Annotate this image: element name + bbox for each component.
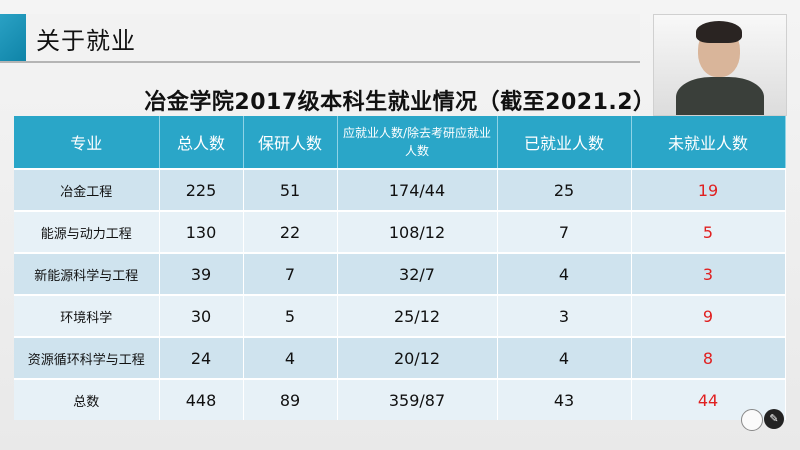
table-row: 能源与动力工程 130 22 108/12 7 5	[14, 210, 786, 253]
cell-unemployed: 9	[631, 294, 786, 337]
employment-table: 专业 总人数 保研人数 应就业人数/除去考研应就业人数 已就业人数 未就业人数 …	[14, 116, 786, 420]
cell-employed: 43	[497, 378, 632, 420]
cell-unemployed: 19	[631, 168, 786, 211]
cell-should-employ: 108/12	[337, 210, 498, 253]
table-row: 冶金工程 225 51 174/44 25 19	[14, 168, 786, 211]
title-divider	[0, 61, 640, 63]
cell-postgrad: 7	[243, 252, 338, 295]
cell-major: 新能源科学与工程	[14, 252, 160, 295]
header-total: 总人数	[159, 116, 244, 169]
table-row: 环境科学 30 5 25/12 3 9	[14, 294, 786, 337]
table-row: 新能源科学与工程 39 7 32/7 4 3	[14, 252, 786, 295]
cell-unemployed: 44	[631, 378, 786, 420]
cell-major: 总数	[14, 378, 160, 420]
cell-total: 130	[159, 210, 244, 253]
presenter-webcam[interactable]	[653, 14, 787, 116]
cell-postgrad: 51	[243, 168, 338, 211]
cell-total: 30	[159, 294, 244, 337]
cell-employed: 25	[497, 168, 632, 211]
header-employed: 已就业人数	[497, 116, 632, 169]
cell-unemployed: 8	[631, 336, 786, 379]
cell-major: 冶金工程	[14, 168, 160, 211]
section-title-bar: 关于就业	[0, 14, 640, 63]
title-accent-block	[0, 14, 26, 61]
presenter-body	[676, 77, 764, 115]
header-should-employ: 应就业人数/除去考研应就业人数	[337, 116, 498, 169]
cell-total: 225	[159, 168, 244, 211]
cell-total: 39	[159, 252, 244, 295]
header-postgrad: 保研人数	[243, 116, 338, 169]
cell-major: 环境科学	[14, 294, 160, 337]
table-header-row: 专业 总人数 保研人数 应就业人数/除去考研应就业人数 已就业人数 未就业人数	[14, 116, 786, 169]
cell-employed: 3	[497, 294, 632, 337]
cell-employed: 7	[497, 210, 632, 253]
cell-major: 资源循环科学与工程	[14, 336, 160, 379]
presenter-hair	[696, 21, 742, 43]
cell-total: 448	[159, 378, 244, 420]
cell-should-employ: 174/44	[337, 168, 498, 211]
header-unemployed: 未就业人数	[631, 116, 786, 169]
cell-postgrad: 22	[243, 210, 338, 253]
cell-employed: 4	[497, 336, 632, 379]
cell-total: 24	[159, 336, 244, 379]
slide-heading: 冶金学院2017级本科生就业情况（截至2021.2）	[144, 90, 656, 115]
cell-unemployed: 3	[631, 252, 786, 295]
cell-postgrad: 5	[243, 294, 338, 337]
header-major: 专业	[14, 116, 160, 169]
table-row: 资源循环科学与工程 24 4 20/12 4 8	[14, 336, 786, 379]
cell-postgrad: 89	[243, 378, 338, 420]
cell-postgrad: 4	[243, 336, 338, 379]
circle-icon[interactable]	[741, 409, 763, 431]
cell-employed: 4	[497, 252, 632, 295]
pen-icon[interactable]: ✎	[764, 409, 784, 429]
cell-should-employ: 359/87	[337, 378, 498, 420]
cell-should-employ: 32/7	[337, 252, 498, 295]
table-row-total: 总数 448 89 359/87 43 44	[14, 378, 786, 420]
cell-should-employ: 25/12	[337, 294, 498, 337]
section-title: 关于就业	[36, 27, 136, 55]
cell-unemployed: 5	[631, 210, 786, 253]
cell-major: 能源与动力工程	[14, 210, 160, 253]
cell-should-employ: 20/12	[337, 336, 498, 379]
